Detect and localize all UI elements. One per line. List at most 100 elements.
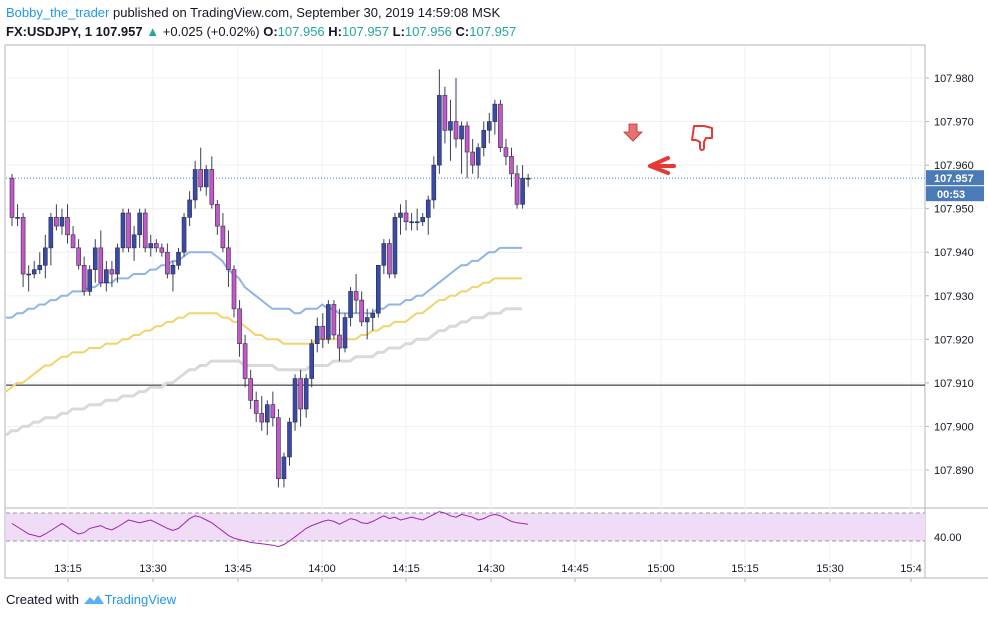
candle (403, 199, 409, 231)
candle-body (498, 103, 503, 148)
candle-body (303, 378, 309, 410)
candle-body (326, 304, 331, 340)
open-value: 107.956 (277, 24, 325, 39)
candle (520, 165, 525, 209)
candle-body (486, 121, 492, 131)
time-tick-label: 15:00 (647, 563, 675, 575)
candle (253, 391, 259, 423)
candle-body (398, 212, 403, 218)
candle (331, 300, 337, 340)
candle (370, 308, 376, 331)
candle-body (37, 264, 43, 270)
price-tick-label: 107.940 (934, 247, 974, 259)
candle (342, 313, 348, 353)
thumbs-down-shape (691, 125, 713, 151)
candle (264, 400, 270, 436)
price-tick-label: 107.970 (934, 117, 974, 129)
candle-body (120, 212, 126, 249)
candle-body (76, 247, 81, 266)
countdown-tag-text: 00:53 (937, 189, 965, 201)
candle-body (237, 308, 242, 344)
candle (242, 334, 248, 388)
candle (65, 204, 70, 244)
candle (131, 226, 137, 261)
candle (420, 213, 426, 227)
candle (26, 265, 31, 292)
chart-grid (4, 44, 988, 579)
candle-body (287, 421, 292, 458)
candle-body (198, 169, 203, 188)
countdown-tag (926, 186, 984, 202)
candle-body (437, 95, 442, 166)
candle-body (87, 269, 92, 292)
candle-body (448, 121, 453, 131)
candle-body (70, 234, 76, 249)
candle (98, 230, 104, 288)
candle-body (375, 264, 381, 314)
published-text: published on TradingView.com, September … (112, 5, 501, 20)
candle (459, 121, 464, 174)
ma-fast-line (6, 246, 523, 319)
candle-body (420, 217, 426, 223)
candle (231, 265, 237, 318)
time-tick-label: 14:30 (477, 563, 505, 575)
candle-body (15, 217, 20, 219)
candle-body (181, 217, 187, 253)
rsi-tick-label: 40.00 (934, 532, 962, 544)
tradingview-brand-link[interactable]: TradingView (104, 592, 177, 607)
price-tick-label: 107.920 (934, 334, 974, 346)
candle (375, 264, 381, 318)
current-price-tag-text: 107.957 (934, 173, 974, 185)
candle-body (475, 147, 481, 166)
candle-body (464, 125, 470, 153)
candle-body (503, 147, 509, 157)
candle-body (270, 404, 276, 419)
price-tick-label: 107.930 (934, 291, 974, 303)
candle (87, 265, 92, 296)
candle-body (364, 317, 370, 323)
candle (298, 369, 303, 427)
candle-body (492, 103, 498, 122)
time-tick-label: 15:15 (731, 563, 759, 575)
candle (115, 243, 120, 283)
candle-body (348, 291, 353, 318)
candle (209, 156, 215, 209)
candle-body (92, 247, 98, 270)
candle-body (192, 169, 198, 201)
price-tick-label: 107.890 (934, 465, 974, 477)
candle-body (425, 199, 431, 218)
time-tick-label: 15:30 (816, 563, 844, 575)
candle (431, 156, 437, 209)
candle (398, 204, 403, 235)
chart-frame (4, 44, 926, 579)
candle (364, 308, 370, 340)
candle-body (48, 217, 54, 249)
close-label: C: (455, 24, 470, 39)
candle-body (381, 243, 387, 266)
low-value: 107.956 (404, 24, 452, 39)
candle (48, 213, 54, 266)
price-tick-label: 107.910 (934, 378, 974, 390)
candle-body (264, 404, 270, 423)
candle (486, 112, 492, 144)
author-link[interactable]: Bobby_the_trader (6, 5, 110, 20)
high-value: 107.957 (342, 24, 390, 39)
candle (54, 204, 59, 231)
candle-body (320, 325, 326, 340)
candle (409, 213, 414, 231)
candle (31, 260, 37, 279)
candle-body (142, 212, 148, 249)
candle (142, 208, 148, 253)
time-tick-label: 14:15 (392, 563, 420, 575)
candle (59, 208, 65, 235)
candle-body (176, 251, 181, 266)
current-price-tag (926, 170, 984, 186)
candle (170, 260, 176, 292)
candle-body (481, 129, 487, 148)
candle-body (298, 378, 303, 410)
rsi-line (11, 511, 529, 548)
candle-body (314, 325, 320, 344)
candle (226, 230, 231, 288)
candle-body (459, 125, 464, 140)
